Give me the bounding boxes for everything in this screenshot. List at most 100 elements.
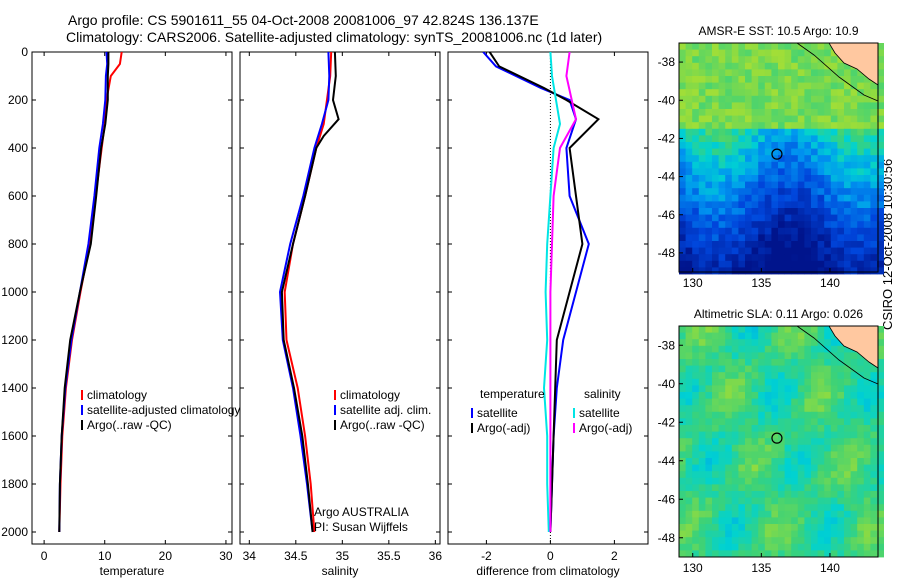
field-cell <box>844 458 851 465</box>
field-cell <box>824 458 832 465</box>
field-cell <box>837 168 845 176</box>
field-cell <box>830 128 838 136</box>
field-cell <box>863 135 871 143</box>
field-cell <box>844 345 851 353</box>
field-cell <box>804 234 812 242</box>
field-cell <box>725 89 733 97</box>
field-cell <box>830 82 838 90</box>
field-cell <box>738 497 746 505</box>
field-cell <box>758 398 766 406</box>
field-cell <box>824 254 832 262</box>
field-cell <box>784 214 792 222</box>
field-cell <box>791 451 799 459</box>
field-cell <box>850 115 858 123</box>
legend-label: Argo(-adj) <box>477 421 530 435</box>
field-cell <box>698 524 706 531</box>
field-cell <box>824 431 832 439</box>
field-cell <box>784 221 792 229</box>
field-cell <box>830 471 838 479</box>
field-cell <box>758 517 766 525</box>
field-cell <box>679 56 686 64</box>
field-cell <box>751 431 759 439</box>
field-cell <box>725 267 733 275</box>
field-cell <box>685 458 693 465</box>
field-cell <box>811 418 818 426</box>
legend-label: Argo(..raw -QC) <box>340 418 425 432</box>
field-cell <box>692 221 700 229</box>
field-cell <box>692 517 700 525</box>
field-cell <box>751 161 759 169</box>
field-cell <box>692 254 700 262</box>
field-cell <box>817 405 825 413</box>
field-cell <box>679 49 686 57</box>
field-cell <box>877 109 884 116</box>
field-cell <box>771 194 779 202</box>
field-cell <box>738 128 746 136</box>
field-cell <box>692 524 700 531</box>
field-cell <box>685 378 693 386</box>
field-cell <box>857 161 865 169</box>
field-cell <box>797 148 805 156</box>
field-cell <box>797 181 805 189</box>
field-cell <box>685 385 693 393</box>
field-cell <box>797 62 805 70</box>
field-cell <box>863 214 871 222</box>
field-cell <box>731 254 739 262</box>
field-cell <box>725 62 733 70</box>
field-cell <box>764 537 772 545</box>
field-cell <box>830 148 838 156</box>
field-cell <box>705 365 713 373</box>
field-cell <box>764 365 772 373</box>
field-cell <box>764 194 772 202</box>
field-cell <box>685 155 693 163</box>
field-cell <box>731 109 739 116</box>
field-cell <box>712 471 719 479</box>
field-cell <box>738 122 746 130</box>
field-cell <box>751 359 759 366</box>
field-cell <box>811 345 818 353</box>
field-cell <box>824 444 832 452</box>
field-cell <box>784 168 792 176</box>
field-cell <box>712 365 719 373</box>
field-cell <box>764 254 772 262</box>
field-cell <box>771 128 779 136</box>
field-cell <box>751 168 759 176</box>
field-cell <box>758 418 766 426</box>
field-cell <box>850 484 858 492</box>
field-cell <box>698 56 706 64</box>
field-cell <box>850 431 858 439</box>
field-cell <box>830 188 838 196</box>
field-cell <box>692 142 700 149</box>
field-cell <box>844 451 851 459</box>
field-cell <box>758 484 766 492</box>
field-cell <box>718 398 726 406</box>
field-cell <box>870 418 878 426</box>
field-cell <box>791 345 799 353</box>
field-cell <box>844 267 851 275</box>
field-cell <box>685 135 693 143</box>
field-cell <box>824 109 832 116</box>
field-cell <box>857 221 865 229</box>
field-cell <box>811 76 818 83</box>
field-cell <box>850 458 858 465</box>
field-cell <box>817 142 825 149</box>
field-cell <box>811 194 818 202</box>
header-line1: Argo profile: CS 5901611_55 04-Oct-2008 … <box>68 12 539 28</box>
field-cell <box>877 214 884 222</box>
field-cell <box>718 175 726 182</box>
field-cell <box>692 332 700 340</box>
field-cell <box>679 76 686 83</box>
field-cell <box>857 418 865 426</box>
field-cell <box>738 458 746 465</box>
field-cell <box>692 359 700 366</box>
field-cell <box>712 477 719 485</box>
field-cell <box>791 194 799 202</box>
field-cell <box>844 128 851 136</box>
field-cell <box>692 537 700 545</box>
field-cell <box>738 438 746 446</box>
x-axis-label: salinity <box>322 564 359 578</box>
field-cell <box>738 530 746 538</box>
field-cell <box>877 405 884 413</box>
field-cell <box>698 95 706 103</box>
field-cell <box>804 201 812 209</box>
